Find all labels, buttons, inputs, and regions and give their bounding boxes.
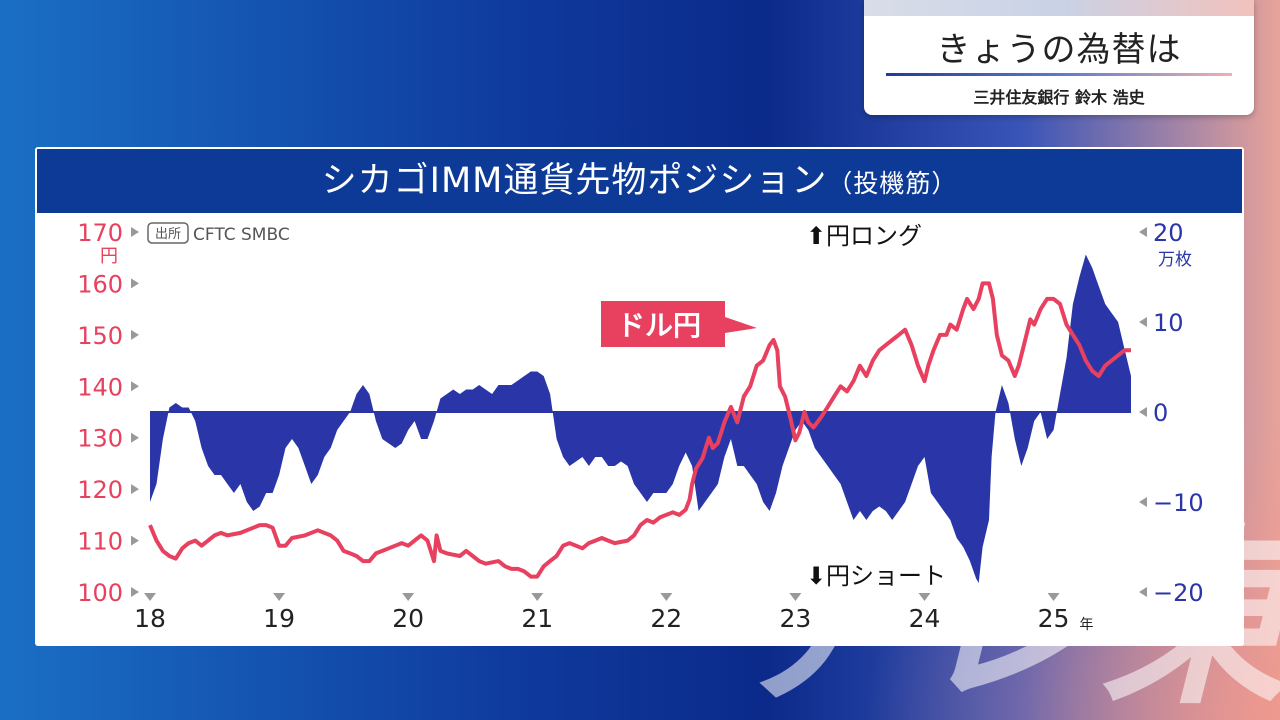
series-usdjpy-line xyxy=(148,281,1131,579)
segment-title-card: きょうの為替は 三井住友銀行 鈴木 浩史 xyxy=(864,0,1254,115)
card-divider xyxy=(886,73,1232,76)
left-tick-marker xyxy=(131,278,139,289)
usdjpy-callout-bubble xyxy=(601,301,757,347)
left-tick-marker xyxy=(131,484,139,495)
x-tick-label: 25 xyxy=(1038,604,1070,633)
left-tick-label: 160 xyxy=(77,270,123,298)
left-tick-label: 140 xyxy=(77,373,123,401)
right-tick-marker xyxy=(1139,587,1147,597)
left-tick-marker xyxy=(131,432,139,443)
x-tick-label: 21 xyxy=(521,604,553,633)
x-tick-label: 24 xyxy=(909,604,941,633)
left-tick-marker xyxy=(131,227,139,237)
x-tick-label: 20 xyxy=(392,604,424,633)
source-text: CFTC SMBC xyxy=(193,225,290,245)
left-tick-marker xyxy=(131,329,139,340)
left-tick-marker xyxy=(131,535,139,546)
chart-panel: シカゴIMM通貨先物ポジション（投機筋） 100 110 120 130 140 150 1… xyxy=(35,147,1244,646)
left-tick-label: 100 xyxy=(77,579,123,607)
segment-title: きょうの為替は xyxy=(936,30,1182,70)
source-badge: 出所 xyxy=(155,227,181,242)
chart-title-bar: シカゴIMM通貨先物ポジション（投機筋） xyxy=(37,149,1242,213)
right-tick-label: −20 xyxy=(1153,579,1204,607)
right-tick-marker xyxy=(1139,227,1147,237)
x-tick-label: 23 xyxy=(779,604,811,633)
x-tick-label: 19 xyxy=(263,604,295,633)
right-tick-label: 20 xyxy=(1153,219,1184,247)
right-tick-marker xyxy=(1139,317,1147,327)
right-tick-label: 10 xyxy=(1153,309,1184,337)
x-tick-marker xyxy=(273,593,286,601)
left-tick-label: 130 xyxy=(77,425,123,453)
left-tick-label: 110 xyxy=(77,528,123,556)
usdjpy-callout-label: ドル円 xyxy=(617,309,701,342)
left-tick-label: 120 xyxy=(77,476,123,504)
source-badge-frame xyxy=(147,222,189,244)
presenter-name: 三井住友銀行 鈴木 浩史 xyxy=(973,88,1145,107)
x-tick-label: 22 xyxy=(650,604,682,633)
left-tick-label: 170 xyxy=(77,219,123,247)
left-tick-marker xyxy=(131,381,139,392)
left-unit-label: 円 xyxy=(100,246,118,267)
x-tick-marker xyxy=(918,593,931,601)
x-tick-marker xyxy=(531,593,544,601)
right-tick-label: −10 xyxy=(1153,489,1204,517)
x-unit-label: 年 xyxy=(1080,617,1094,633)
x-tick-marker xyxy=(1047,593,1060,601)
x-tick-marker xyxy=(660,593,673,601)
x-tick-label: 18 xyxy=(134,604,166,633)
right-tick-marker xyxy=(1139,407,1147,417)
left-tick-marker xyxy=(131,587,139,597)
right-tick-label: 0 xyxy=(1153,399,1168,427)
card-top-bar xyxy=(864,0,1254,16)
chart-title-suffix: （投機筋） xyxy=(827,169,958,198)
yen-long-label: ⬆円ロング xyxy=(806,222,922,250)
x-tick-marker xyxy=(402,593,415,601)
chart-title: シカゴIMM通貨先物ポジション xyxy=(321,161,828,201)
series-yen-position-area xyxy=(150,254,1131,583)
yen-short-label: ⬇円ショート xyxy=(806,562,946,590)
x-tick-marker xyxy=(144,593,156,601)
x-tick-marker xyxy=(789,593,802,601)
left-tick-label: 150 xyxy=(77,322,123,350)
right-unit-label: 万枚 xyxy=(1158,250,1192,270)
right-tick-marker xyxy=(1139,497,1147,507)
